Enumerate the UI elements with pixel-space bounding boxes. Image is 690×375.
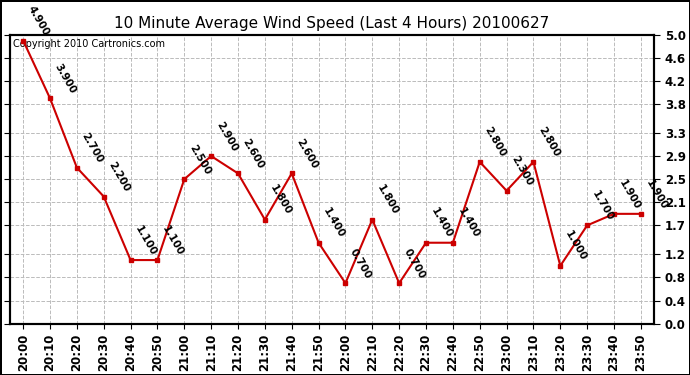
Text: 1.700: 1.700: [590, 189, 615, 223]
Text: 0.700: 0.700: [402, 247, 427, 280]
Text: 2.200: 2.200: [106, 160, 132, 194]
Text: 2.300: 2.300: [509, 154, 535, 188]
Text: 2.600: 2.600: [295, 137, 319, 171]
Text: 1.800: 1.800: [268, 183, 293, 217]
Text: 2.800: 2.800: [482, 126, 508, 159]
Title: 10 Minute Average Wind Speed (Last 4 Hours) 20100627: 10 Minute Average Wind Speed (Last 4 Hou…: [115, 16, 550, 31]
Text: 2.800: 2.800: [536, 126, 562, 159]
Text: 0.700: 0.700: [348, 247, 373, 280]
Text: 2.600: 2.600: [241, 137, 266, 171]
Text: 1.400: 1.400: [428, 206, 454, 240]
Text: 2.900: 2.900: [214, 120, 239, 153]
Text: 1.100: 1.100: [160, 224, 186, 257]
Text: 1.400: 1.400: [322, 206, 346, 240]
Text: 4.900: 4.900: [26, 4, 51, 38]
Text: 1.900: 1.900: [644, 178, 669, 211]
Text: 1.000: 1.000: [563, 230, 589, 263]
Text: 2.500: 2.500: [187, 143, 213, 176]
Text: 1.400: 1.400: [455, 206, 481, 240]
Text: 1.800: 1.800: [375, 183, 400, 217]
Text: 3.900: 3.900: [53, 62, 78, 96]
Text: 1.900: 1.900: [617, 178, 642, 211]
Text: Copyright 2010 Cartronics.com: Copyright 2010 Cartronics.com: [13, 39, 165, 49]
Text: 1.100: 1.100: [133, 224, 159, 257]
Text: 2.700: 2.700: [79, 131, 105, 165]
